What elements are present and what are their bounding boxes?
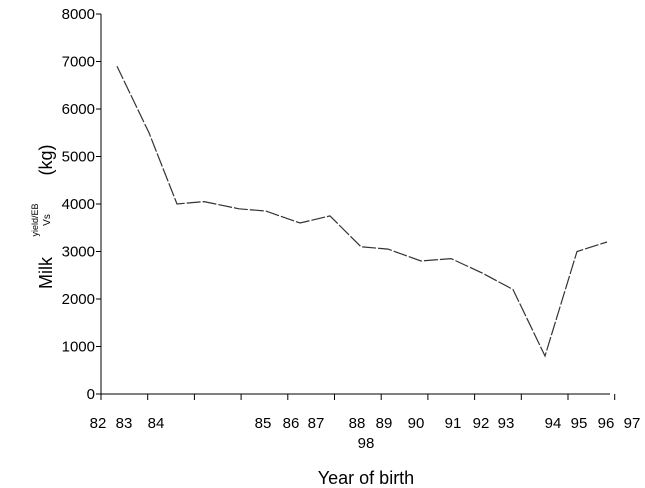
x-tick-label: 93 xyxy=(498,415,515,432)
series-line xyxy=(116,66,608,358)
x-tick-label: 96 xyxy=(598,415,615,432)
x-tick-label: 83 xyxy=(116,415,133,432)
y-axis-title-sub-bottom: Vs xyxy=(42,214,53,226)
x-tick-label: 95 xyxy=(571,415,588,432)
x-tick-label: 97 xyxy=(624,415,641,432)
y-tick-label: 6000 xyxy=(62,101,95,118)
x-tick-label: 89 xyxy=(376,415,393,432)
x-tick-label: 82 xyxy=(90,415,107,432)
x-tick-label: 84 xyxy=(148,415,165,432)
y-tick-label: 4000 xyxy=(62,196,95,213)
x-ticks: 82 83 84 85 86 87 88 89 90 91 92 93 94 95 96 97 98 xyxy=(90,394,641,452)
y-tick-label: 0 xyxy=(87,386,95,403)
x-tick-label: 88 xyxy=(349,415,366,432)
x-tick-label-extra: 98 xyxy=(358,435,375,452)
x-tick-label: 87 xyxy=(308,415,325,432)
y-axis-title-prefix: Milk xyxy=(36,256,56,289)
x-tick-label: 85 xyxy=(255,415,272,432)
y-tick-label: 3000 xyxy=(62,244,95,261)
y-tick-label: 1000 xyxy=(62,339,95,356)
series-group xyxy=(116,66,608,358)
y-tick-label: 8000 xyxy=(62,6,95,23)
y-axis: 0 1000 2000 3000 4000 5000 6000 7000 8000 xyxy=(62,6,102,403)
x-axis-title: Year of birth xyxy=(318,468,414,488)
y-axis-title-sub-top: yield/EB xyxy=(30,203,40,236)
y-ticks: 0 1000 2000 3000 4000 5000 6000 7000 8000 xyxy=(62,6,101,403)
y-tick-label: 5000 xyxy=(62,149,95,166)
x-axis: 82 83 84 85 86 87 88 89 90 91 92 93 94 95 96 97 98 xyxy=(90,393,641,452)
x-tick-label: 94 xyxy=(545,415,562,432)
x-tick-label: 92 xyxy=(473,415,490,432)
y-axis-title: Milk yield/EB Vs (kg) xyxy=(30,145,56,290)
y-axis-title-unit: (kg) xyxy=(36,145,56,176)
x-tick-label: 86 xyxy=(283,415,300,432)
y-tick-label: 7000 xyxy=(62,54,95,71)
y-tick-label: 2000 xyxy=(62,291,95,308)
x-tick-label: 90 xyxy=(408,415,425,432)
x-tick-label: 91 xyxy=(445,415,462,432)
